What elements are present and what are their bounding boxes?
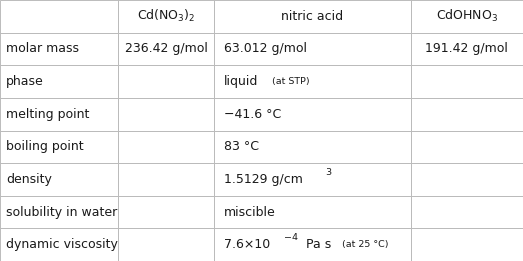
Bar — [214, 0, 411, 33]
Bar — [411, 0, 523, 33]
Bar — [214, 130, 411, 163]
Bar — [411, 163, 523, 196]
Text: dynamic viscosity: dynamic viscosity — [6, 238, 118, 251]
Bar — [214, 33, 411, 65]
Bar — [118, 33, 214, 65]
Bar — [0, 65, 118, 98]
Bar — [214, 196, 411, 228]
Bar — [118, 196, 214, 228]
Text: 7.6×10: 7.6×10 — [224, 238, 270, 251]
Bar — [411, 228, 523, 261]
Text: density: density — [6, 173, 52, 186]
Bar — [118, 98, 214, 130]
Bar — [214, 65, 411, 98]
Bar — [0, 0, 118, 33]
Text: Cd(NO$_3$)$_2$: Cd(NO$_3$)$_2$ — [137, 8, 195, 24]
Bar — [118, 0, 214, 33]
Text: Pa s: Pa s — [302, 238, 331, 251]
Text: liquid: liquid — [224, 75, 258, 88]
Text: solubility in water: solubility in water — [6, 206, 118, 218]
Bar — [118, 228, 214, 261]
Bar — [411, 130, 523, 163]
Text: phase: phase — [6, 75, 44, 88]
Text: 83 °C: 83 °C — [224, 140, 259, 153]
Bar — [0, 196, 118, 228]
Text: 1.5129 g/cm: 1.5129 g/cm — [224, 173, 303, 186]
Bar — [0, 33, 118, 65]
Text: 236.42 g/mol: 236.42 g/mol — [124, 43, 208, 55]
Bar — [118, 130, 214, 163]
Text: 3: 3 — [326, 168, 332, 177]
Bar — [411, 196, 523, 228]
Text: (at 25 °C): (at 25 °C) — [343, 240, 389, 249]
Bar — [214, 98, 411, 130]
Bar — [0, 130, 118, 163]
Bar — [411, 33, 523, 65]
Text: 63.012 g/mol: 63.012 g/mol — [224, 43, 307, 55]
Text: CdOHNO$_3$: CdOHNO$_3$ — [436, 8, 498, 24]
Bar — [0, 163, 118, 196]
Text: −4: −4 — [283, 233, 298, 242]
Bar — [411, 98, 523, 130]
Bar — [118, 163, 214, 196]
Text: nitric acid: nitric acid — [281, 10, 344, 23]
Text: −41.6 °C: −41.6 °C — [224, 108, 281, 121]
Bar — [0, 228, 118, 261]
Bar — [411, 65, 523, 98]
Text: (at STP): (at STP) — [272, 77, 310, 86]
Bar — [0, 98, 118, 130]
Text: melting point: melting point — [6, 108, 89, 121]
Bar — [118, 65, 214, 98]
Bar — [214, 163, 411, 196]
Text: molar mass: molar mass — [6, 43, 79, 55]
Text: 191.42 g/mol: 191.42 g/mol — [425, 43, 508, 55]
Bar — [214, 228, 411, 261]
Text: boiling point: boiling point — [6, 140, 84, 153]
Text: miscible: miscible — [224, 206, 276, 218]
